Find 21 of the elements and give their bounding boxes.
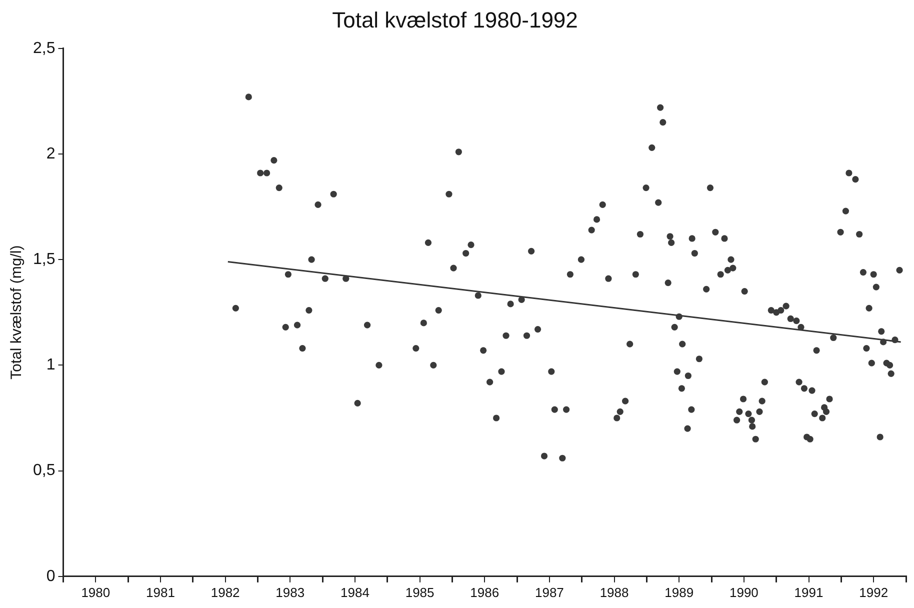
y-tick-label: 2 — [46, 145, 56, 162]
x-tick-label: 1991 — [794, 584, 824, 600]
x-tick-label: 1980 — [81, 584, 110, 600]
y-tick-label: 2,5 — [32, 40, 56, 57]
x-tick-label: 1987 — [534, 584, 564, 600]
x-tick-label: 1985 — [405, 584, 434, 600]
y-tick-label: 1,5 — [32, 251, 56, 268]
x-tick-label: 1986 — [470, 584, 500, 600]
x-tick-label: 1983 — [276, 584, 305, 600]
chart-title: Total kvælstof 1980-1992 — [332, 7, 578, 32]
x-tick-label: 1990 — [729, 584, 758, 600]
y-tick-label: 1 — [46, 356, 56, 374]
x-tick-label: 1989 — [664, 584, 694, 600]
x-tick-label: 1992 — [859, 584, 888, 600]
y-tick-label: 0,5 — [32, 462, 56, 480]
x-tick-label: 1984 — [340, 584, 370, 600]
y-tick-label: 0 — [46, 568, 56, 585]
x-tick-label: 1988 — [600, 584, 629, 600]
y-axis-title: Total kvælstof (mg/l) — [8, 245, 26, 380]
x-tick-label: 1981 — [146, 584, 175, 600]
x-tick-label: 1982 — [210, 584, 240, 600]
